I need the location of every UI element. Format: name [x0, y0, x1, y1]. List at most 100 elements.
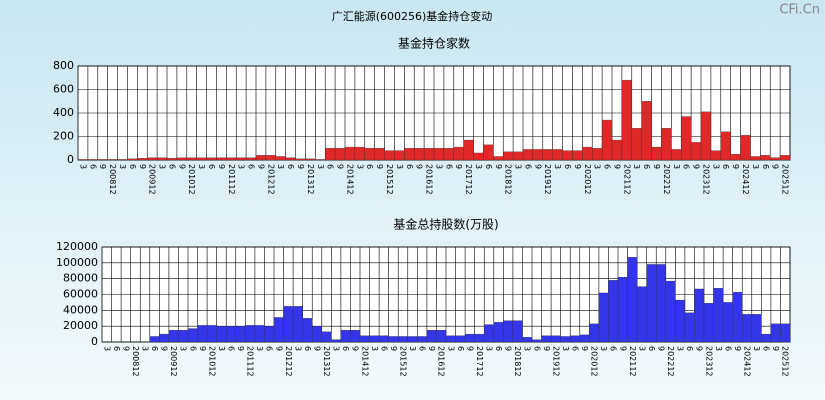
bar — [166, 158, 178, 161]
bar — [531, 339, 542, 343]
x-tick-label: 6 — [444, 164, 453, 169]
x-tick-label: 6 — [405, 164, 414, 169]
x-tick-label: 3 — [395, 164, 404, 169]
bar — [344, 146, 356, 161]
x-tick-label: 6 — [682, 164, 691, 169]
x-tick-label: 201512 — [399, 346, 408, 377]
x-tick-label: 9 — [454, 164, 463, 169]
bar — [350, 329, 361, 343]
bar — [703, 303, 714, 343]
x-tick-label: 201812 — [504, 164, 513, 195]
x-tick-label: 6 — [418, 346, 427, 351]
x-tick-label: 202112 — [622, 164, 631, 195]
x-tick-label: 9 — [580, 346, 589, 351]
x-tick-label: 201112 — [246, 346, 255, 377]
x-tick-label: 200912 — [148, 164, 157, 195]
x-tick-label: 6 — [762, 346, 771, 351]
bar — [542, 149, 553, 161]
bar — [159, 333, 170, 343]
x-tick-label: 6 — [571, 346, 580, 351]
bar — [690, 142, 702, 161]
bar — [325, 148, 336, 161]
bar — [254, 325, 265, 343]
bar — [245, 157, 257, 161]
bar — [636, 286, 647, 343]
y-tick-label: 600 — [53, 83, 74, 96]
bar — [503, 151, 514, 161]
x-tick-label: 201712 — [475, 346, 484, 377]
bar — [107, 159, 118, 161]
bar — [710, 150, 721, 161]
bar — [197, 325, 208, 343]
bar — [562, 150, 573, 161]
bar — [720, 131, 731, 161]
bar — [493, 156, 504, 161]
x-tick-label: 202212 — [666, 346, 675, 377]
x-tick-label: 202312 — [704, 346, 713, 377]
bar — [178, 329, 189, 343]
bar — [601, 119, 613, 161]
x-tick-label: 201012 — [207, 346, 216, 377]
bar — [550, 335, 561, 343]
bar — [681, 116, 692, 161]
x-tick-label: 6 — [563, 164, 572, 169]
x-tick-label: 6 — [150, 346, 159, 351]
x-tick-label: 3 — [158, 164, 167, 169]
x-tick-label: 9 — [771, 164, 780, 169]
x-tick-label: 3 — [714, 346, 723, 351]
x-tick-label: 202112 — [628, 346, 637, 377]
bar — [608, 280, 619, 343]
x-tick-label: 9 — [771, 346, 780, 351]
bar — [671, 149, 682, 161]
x-tick-label: 3 — [434, 164, 443, 169]
y-tick-label: 0 — [91, 335, 98, 348]
x-tick-label: 201112 — [227, 164, 236, 195]
bar — [364, 148, 375, 161]
bar — [493, 322, 504, 343]
bar — [206, 325, 217, 343]
bar — [656, 264, 666, 343]
x-tick-label: 6 — [247, 164, 256, 169]
page-title: 广汇能源(600256)基金持仓变动 — [332, 9, 493, 23]
y-tick-label: 0 — [67, 153, 74, 166]
bar — [684, 312, 695, 343]
watermark: CFi.Cn — [779, 3, 820, 18]
x-tick-label: 9 — [98, 164, 107, 169]
bar — [295, 158, 306, 161]
bar — [369, 335, 380, 343]
x-tick-label: 9 — [427, 346, 436, 351]
bar — [285, 157, 296, 161]
bar — [722, 302, 733, 343]
y-tick-label: 120000 — [56, 240, 98, 253]
bar — [453, 146, 464, 161]
bar — [560, 336, 571, 343]
x-tick-label: 9 — [177, 164, 186, 169]
x-tick-label: 3 — [197, 164, 206, 169]
x-tick-label: 201912 — [551, 346, 560, 377]
x-tick-label: 9 — [695, 346, 704, 351]
bar — [589, 323, 600, 343]
x-tick-label: 202512 — [781, 346, 790, 377]
y-tick-label: 800 — [53, 59, 74, 72]
x-tick-label: 6 — [128, 164, 137, 169]
x-tick-label: 3 — [751, 164, 760, 169]
bar — [780, 323, 791, 343]
x-tick-label: 6 — [642, 164, 651, 169]
x-tick-label: 6 — [188, 346, 197, 351]
bar — [761, 333, 772, 343]
bar — [541, 335, 552, 343]
x-tick-label: 3 — [553, 164, 562, 169]
bar — [147, 157, 158, 161]
x-tick-label: 3 — [561, 346, 570, 351]
y-tick-label: 200 — [53, 130, 74, 143]
x-tick-label: 3 — [293, 346, 302, 351]
x-tick-label: 201612 — [437, 346, 446, 377]
x-tick-label: 3 — [118, 164, 127, 169]
x-tick-label: 9 — [351, 346, 360, 351]
bar — [292, 306, 303, 343]
x-tick-label: 6 — [112, 346, 121, 351]
x-tick-label: 9 — [313, 346, 322, 351]
x-tick-label: 3 — [637, 346, 646, 351]
bar — [149, 336, 160, 343]
x-tick-label: 6 — [326, 164, 335, 169]
